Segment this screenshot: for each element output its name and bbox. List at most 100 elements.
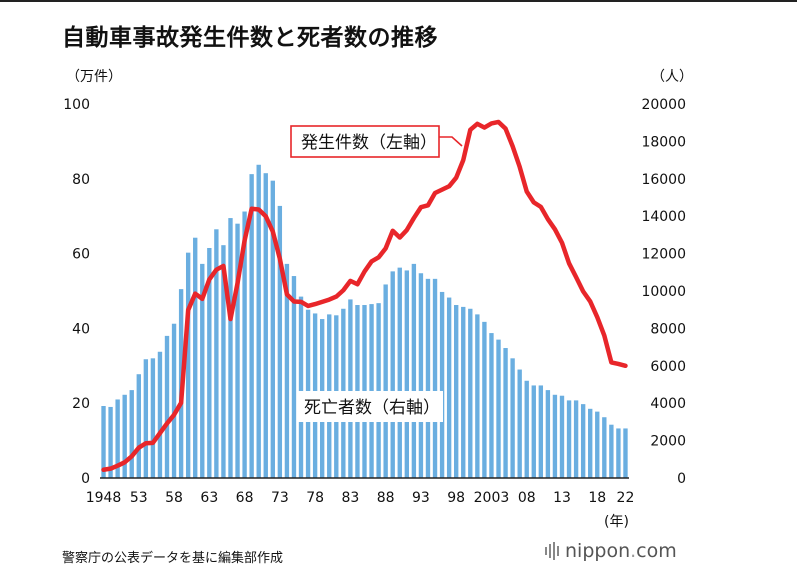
bar-2007 (517, 369, 522, 478)
bar-2005 (503, 348, 508, 478)
bar-2018 (595, 411, 600, 478)
bar-1972 (270, 180, 275, 479)
bar-2001 (475, 314, 480, 479)
bar-2002 (482, 321, 487, 478)
right-tick-label: 4000 (650, 396, 686, 412)
bar-2016 (580, 404, 586, 478)
right-axis-ticks: 0 2000 4000 6000 8000 10000 12000 14000 16000 180… (641, 97, 686, 487)
bar-series-label: 死亡者数（右軸） (304, 398, 440, 418)
bar-1955 (150, 358, 156, 478)
right-tick-label: 12000 (641, 247, 686, 263)
bar-1974 (284, 263, 290, 478)
left-tick-label: 80 (72, 172, 90, 188)
brand-tld: com (636, 540, 677, 562)
x-tick-label: 22 (617, 490, 635, 506)
bar-1961 (193, 237, 198, 478)
bar-2003 (489, 333, 494, 478)
brand-logo: nippon.com (545, 540, 677, 562)
bar-2019 (602, 417, 607, 478)
bar-series (101, 164, 628, 479)
x-tick-label: 2003 (474, 490, 510, 506)
x-axis-ticks: 1948 53 58 63 68 73 78 83 88 93 98 2003 08 13 18 22 (86, 490, 635, 506)
left-axis-ticks: 0 20 40 60 80 100 (63, 97, 90, 487)
bar-2000 (468, 308, 473, 478)
line-series-label: 発生件数（左軸） (301, 133, 437, 153)
bar-1964 (214, 229, 219, 478)
bar-1991 (404, 270, 409, 478)
bar-2004 (496, 339, 501, 478)
bar-1965 (221, 245, 226, 478)
bar-1996 (439, 291, 445, 478)
right-tick-label: 18000 (641, 134, 686, 150)
right-tick-label: 10000 (641, 284, 686, 300)
x-tick-label: 93 (412, 490, 430, 506)
x-tick-label: 98 (447, 490, 465, 506)
left-tick-label: 40 (72, 321, 90, 337)
x-tick-label: 1948 (86, 490, 122, 506)
bar-1999 (461, 306, 466, 478)
bar-2009 (531, 385, 536, 478)
line-series-callout: 発生件数（左軸） (290, 125, 463, 158)
line-callout-pointer (439, 136, 463, 147)
bar-1950 (115, 399, 120, 478)
line-series (101, 119, 628, 473)
brand-dot: . (630, 540, 637, 562)
bar-2010 (538, 385, 544, 478)
bar-1963 (207, 247, 212, 478)
x-axis-unit: (年) (604, 514, 629, 530)
bar-1976 (298, 296, 304, 478)
right-tick-label: 8000 (650, 321, 686, 337)
right-tick-label: 0 (677, 471, 686, 487)
bar-1994 (425, 278, 431, 478)
bar-1958 (171, 323, 177, 478)
bar-2006 (510, 358, 515, 478)
x-tick-label: 88 (377, 490, 395, 506)
left-tick-label: 0 (81, 471, 90, 487)
x-tick-label: 18 (588, 490, 606, 506)
bar-1948 (101, 406, 106, 478)
bar-2011 (545, 390, 551, 478)
bar-1992 (411, 263, 417, 478)
right-axis-unit: （人） (651, 69, 693, 85)
x-tick-label: 13 (553, 490, 571, 506)
right-tick-label: 20000 (641, 97, 686, 113)
x-tick-label: 78 (306, 490, 324, 506)
bar-2017 (588, 408, 593, 478)
bar-1966 (228, 218, 233, 478)
bar-2012 (552, 394, 558, 478)
bar-1957 (164, 335, 170, 478)
bar-1951 (122, 394, 127, 478)
bar-1989 (390, 271, 395, 478)
bar-1988 (383, 284, 388, 478)
bar-2008 (524, 380, 529, 478)
bar-1971 (263, 173, 268, 478)
bar-callout-box (297, 391, 443, 422)
bar-1953 (136, 374, 141, 478)
bar-2022 (623, 428, 628, 478)
bar-1990 (397, 267, 402, 479)
nippon-logo-icon (545, 542, 559, 560)
x-tick-label: 63 (200, 490, 218, 506)
x-tick-label: 08 (518, 490, 536, 506)
bar-1952 (129, 390, 134, 478)
bar-1987 (376, 303, 381, 478)
x-tick-label: 53 (130, 490, 148, 506)
bar-1975 (291, 276, 297, 478)
left-tick-label: 20 (72, 396, 90, 412)
bar-1970 (256, 164, 261, 478)
chart-title: 自動車事故発生件数と死者数の推移 (62, 25, 438, 51)
x-tick-label: 68 (236, 490, 254, 506)
bar-1962 (200, 263, 205, 478)
bar-1960 (185, 252, 191, 478)
right-tick-label: 14000 (641, 209, 686, 225)
left-axis-unit: （万件） (66, 69, 122, 85)
line-path (101, 119, 628, 473)
line-callout-box (290, 125, 440, 158)
left-tick-label: 100 (63, 97, 90, 113)
bar-1954 (143, 359, 149, 478)
bar-1997 (446, 297, 452, 478)
bar-1998 (454, 305, 459, 478)
right-tick-label: 6000 (650, 359, 686, 375)
bar-1949 (108, 406, 113, 478)
